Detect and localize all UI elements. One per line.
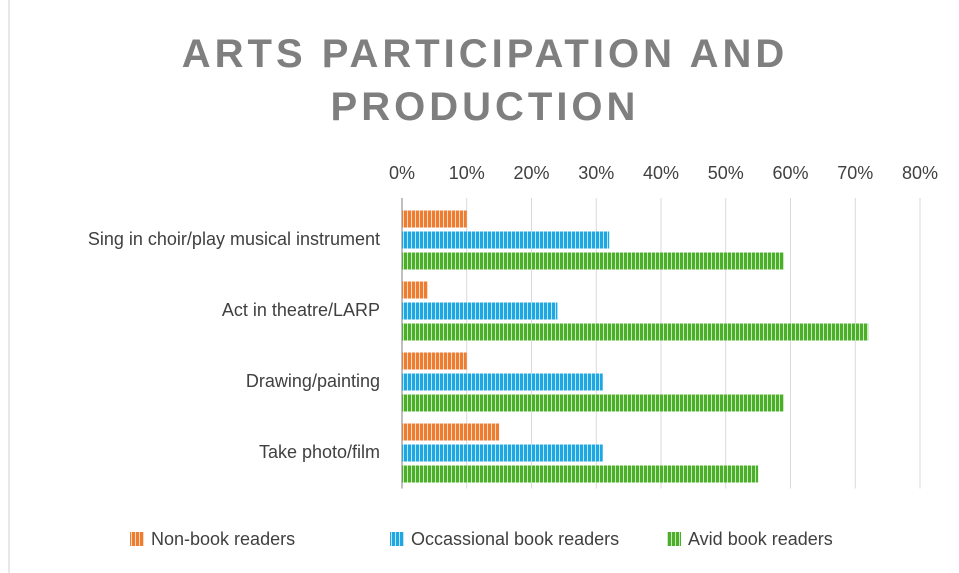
x-tick-label: 30% [578, 163, 614, 183]
legend-swatch [390, 532, 404, 546]
x-tick-label: 0% [389, 163, 415, 183]
bar [402, 394, 785, 412]
y-tick-label: Take photo/film [259, 442, 380, 462]
bar [402, 323, 869, 341]
y-tick-label: Sing in choir/play musical instrument [88, 229, 380, 249]
legend-swatch [130, 532, 144, 546]
x-tick-label: 20% [513, 163, 549, 183]
bar [402, 352, 467, 370]
y-tick-label: Drawing/painting [246, 371, 380, 391]
legend-label: Non-book readers [151, 529, 295, 549]
x-tick-label: 10% [449, 163, 485, 183]
bar [402, 373, 603, 391]
bar [402, 302, 558, 320]
legend-swatch [667, 532, 681, 546]
bar [402, 252, 785, 270]
x-tick-label: 70% [837, 163, 873, 183]
bar [402, 210, 467, 228]
x-tick-label: 40% [643, 163, 679, 183]
x-tick-label: 60% [772, 163, 808, 183]
bar [402, 444, 603, 462]
bar [402, 423, 500, 441]
bar [402, 465, 759, 483]
chart-title: ARTS PARTICIPATION AND PRODUCTION [181, 32, 789, 129]
bar [402, 231, 610, 249]
legend-label: Occassional book readers [411, 529, 619, 549]
x-tick-label: 80% [902, 163, 938, 183]
bar [402, 281, 428, 299]
legend-label: Avid book readers [688, 529, 833, 549]
y-tick-label: Act in theatre/LARP [222, 300, 380, 320]
x-tick-label: 50% [708, 163, 744, 183]
